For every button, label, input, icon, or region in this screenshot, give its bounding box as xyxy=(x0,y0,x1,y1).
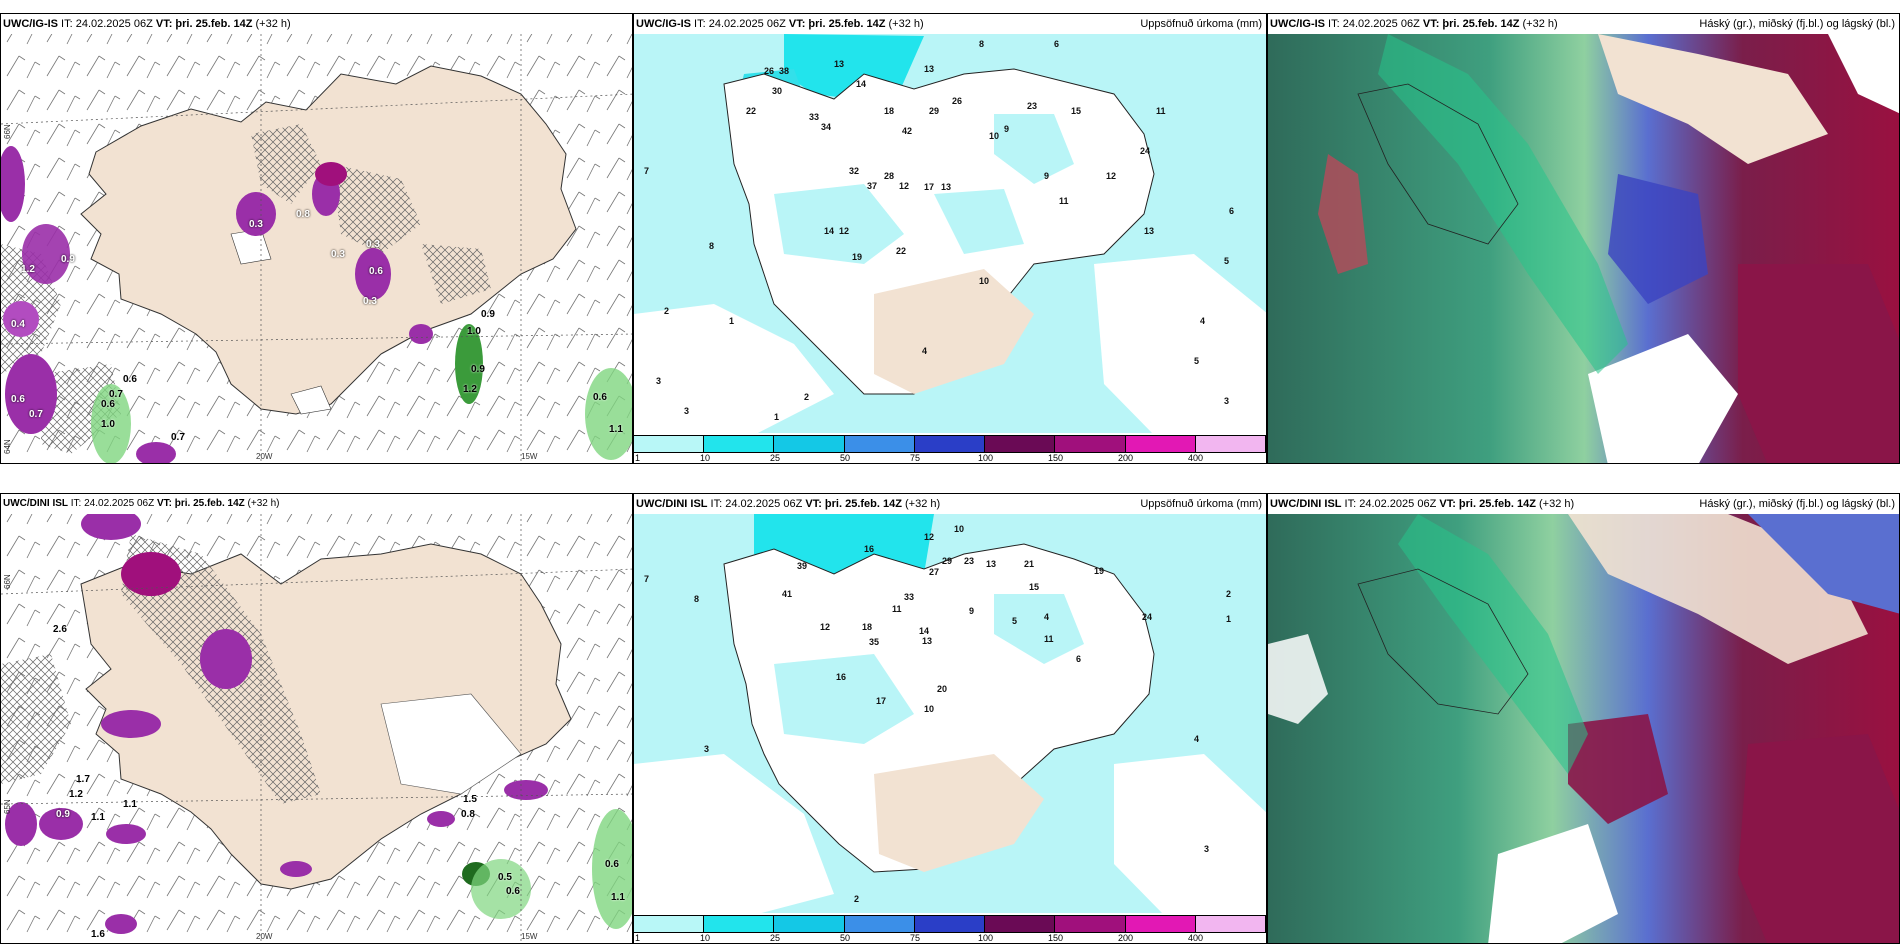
icing-wind-map xyxy=(1,508,632,943)
colorbar-segment xyxy=(1195,436,1266,452)
colorbar-segment xyxy=(1195,916,1266,932)
precip-map xyxy=(634,34,1266,435)
colorbar-segment xyxy=(844,916,915,932)
colorbar-segment xyxy=(634,916,705,932)
colorbar-segment xyxy=(1125,436,1196,452)
panel-title: UWC/DINI ISL IT: 24.02.2025 06Z VT: þri.… xyxy=(1268,494,1899,514)
cloud-map-panel-top: UWC/IG-IS IT: 24.02.2025 06Z VT: þri. 25… xyxy=(1267,13,1900,464)
colorbar-segment xyxy=(774,436,845,452)
panel-title: UWC/IG-IS IT: 24.02.2025 06Z VT: þri. 25… xyxy=(634,14,1266,34)
colorbar-segment xyxy=(985,916,1056,932)
colorbar-segment xyxy=(914,436,986,452)
colorbar-segments xyxy=(634,435,1266,453)
panel-title: UWC/DINI ISL IT: 24.02.2025 06Z VT: þri.… xyxy=(634,494,1266,514)
colorbar-segment xyxy=(1055,916,1126,932)
colorbar-segment xyxy=(914,916,986,932)
precip-colorbar: 1 10 25 50 75 100 150 200 400 xyxy=(634,913,1266,943)
precip-map xyxy=(634,514,1266,915)
icing-map-panel-bottom: UWC/DINI ISL IT: 24.02.2025 06Z VT: þri.… xyxy=(0,493,633,944)
precip-map-panel-top: UWC/IG-IS IT: 24.02.2025 06Z VT: þri. 25… xyxy=(633,13,1267,464)
precip-colorbar: 1 10 25 50 75 100 150 200 400 xyxy=(634,433,1266,463)
icing-wind-map xyxy=(1,34,632,463)
panel-title: UWC/DINI ISL IT: 24.02.2025 06Z VT: þri.… xyxy=(1,494,632,514)
cloud-map-panel-bottom: UWC/DINI ISL IT: 24.02.2025 06Z VT: þri.… xyxy=(1267,493,1900,944)
cloud-map xyxy=(1268,514,1899,943)
colorbar-segment xyxy=(704,916,775,932)
colorbar-segment xyxy=(1055,436,1126,452)
colorbar-segment xyxy=(704,436,775,452)
colorbar-segment xyxy=(985,436,1056,452)
iceland-land xyxy=(80,65,577,415)
cloud-map xyxy=(1268,34,1899,463)
icing-map-panel-top: UWC/IG-IS IT: 24.02.2025 06Z VT: þri. 25… xyxy=(0,13,633,464)
colorbar-segment xyxy=(844,436,915,452)
precip-map-panel-bottom: UWC/DINI ISL IT: 24.02.2025 06Z VT: þri.… xyxy=(633,493,1267,944)
colorbar-segments xyxy=(634,915,1266,933)
panel-title: UWC/IG-IS IT: 24.02.2025 06Z VT: þri. 25… xyxy=(1268,14,1899,34)
panel-title: UWC/IG-IS IT: 24.02.2025 06Z VT: þri. 25… xyxy=(1,14,632,34)
colorbar-segment xyxy=(774,916,845,932)
colorbar-segment xyxy=(634,436,705,452)
colorbar-segment xyxy=(1125,916,1196,932)
